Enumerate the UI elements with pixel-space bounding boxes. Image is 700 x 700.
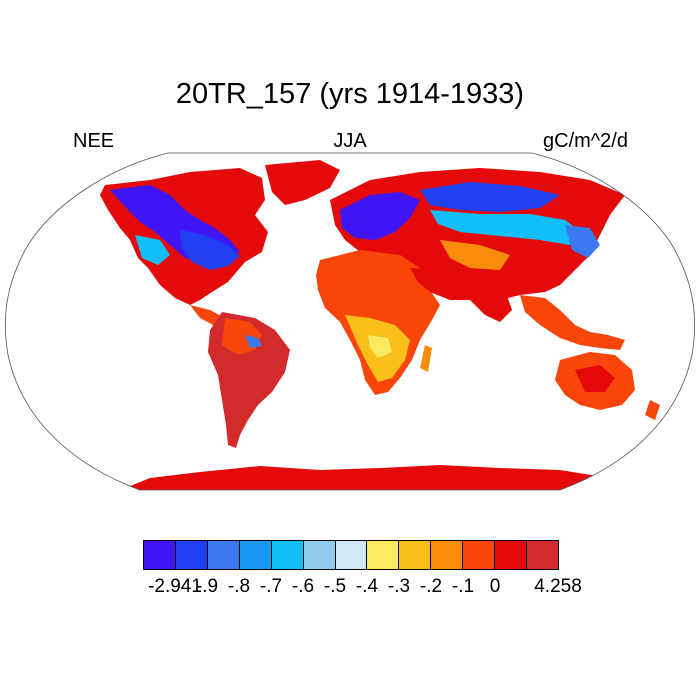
legend-tick-label: -.8 (227, 576, 251, 597)
legend-tick-label: -.7 (259, 576, 283, 597)
color-legend (143, 540, 559, 570)
southeast-asia (520, 295, 625, 350)
europe-negative-region (340, 192, 420, 240)
legend-color-box (303, 541, 336, 569)
legend-tick-label: -.6 (291, 576, 315, 597)
map-boundary (4, 152, 696, 491)
east-asia-negative-region (565, 225, 600, 258)
variable-label: NEE (73, 130, 115, 152)
legend-color-box (207, 541, 240, 569)
africa-yellow-spot (368, 335, 392, 358)
legend-color-box (239, 541, 272, 569)
amazon-blue-spots (245, 335, 262, 348)
central-asia-orange (440, 240, 510, 270)
legend-tick-label: -.4 (355, 576, 379, 597)
greenland (265, 160, 340, 205)
units-label: gC/m^2/d (543, 130, 628, 152)
siberia-negative-region (420, 182, 560, 212)
legend-tick-label: -.1 (451, 576, 475, 597)
legend-tick-label: 0 (489, 576, 501, 597)
map-title: 20TR_157 (yrs 1914-1933) (175, 78, 525, 110)
legend-tick-label: -2.941 (148, 576, 202, 597)
legend-tick-label: -.5 (323, 576, 347, 597)
legend-tick-label: -.2 (419, 576, 443, 597)
new-zealand (645, 400, 660, 420)
arabia-india (410, 268, 512, 322)
legend-color-box (463, 541, 496, 569)
legend-color-box (399, 541, 432, 569)
antarctica (120, 465, 640, 490)
legend-tick-label: 4.258 (534, 576, 582, 597)
legend-color-box (271, 541, 304, 569)
legend-color-box (431, 541, 464, 569)
madagascar (420, 345, 432, 372)
legend-color-box (367, 541, 400, 569)
legend-color-box (495, 541, 528, 569)
legend-color-box (175, 541, 208, 569)
asia-transition-band (430, 210, 585, 245)
legend-tick-label: -.9 (195, 576, 219, 597)
legend-color-box (335, 541, 368, 569)
legend-tick-label: -.3 (387, 576, 411, 597)
australia-inland (575, 365, 615, 392)
legend-color-box (144, 541, 176, 569)
legend-color-box (527, 541, 558, 569)
canada-transition-region (135, 235, 170, 265)
season-label: JJA (333, 130, 367, 152)
us-east-negative-region (180, 230, 240, 270)
